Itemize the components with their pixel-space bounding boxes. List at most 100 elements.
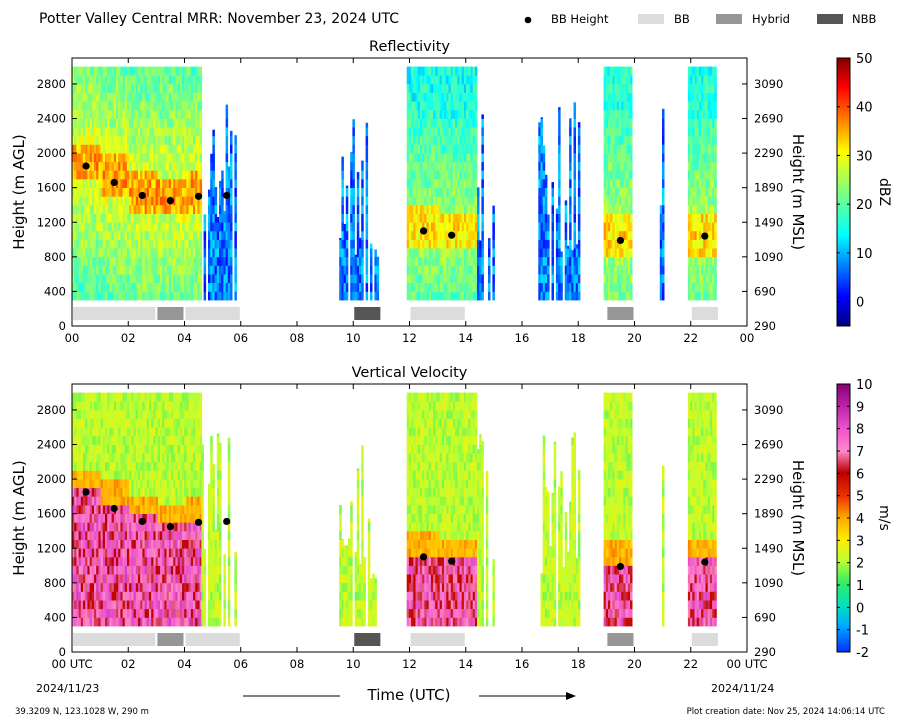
echo-cell bbox=[341, 213, 344, 223]
echo-cell bbox=[577, 274, 581, 284]
echo-cell bbox=[144, 565, 148, 575]
echo-cell bbox=[417, 101, 421, 111]
echo-cell bbox=[457, 205, 460, 214]
echo-cell bbox=[109, 92, 112, 102]
echo-cell bbox=[450, 161, 454, 171]
echo-cell bbox=[625, 75, 629, 85]
echo-cell bbox=[107, 265, 110, 275]
echo-cell bbox=[712, 196, 715, 206]
echo-cell bbox=[441, 187, 445, 197]
echo-cell bbox=[78, 453, 82, 463]
echo-cell bbox=[85, 239, 88, 249]
echo-cell bbox=[610, 239, 613, 249]
echo-cell bbox=[444, 205, 447, 214]
echo-cell bbox=[208, 196, 211, 206]
echo-cell bbox=[175, 118, 178, 128]
echo-cell bbox=[127, 291, 130, 301]
echo-cell bbox=[157, 170, 161, 180]
echo-cell bbox=[466, 274, 469, 284]
legend-label-bb-height: BB Height bbox=[551, 12, 609, 26]
echo-cell bbox=[102, 205, 106, 214]
echo-cell bbox=[705, 109, 708, 119]
echo-cell bbox=[78, 444, 82, 454]
echo-cell bbox=[466, 239, 469, 249]
echo-cell bbox=[448, 248, 451, 258]
echo-cell bbox=[124, 265, 128, 275]
echo-cell bbox=[133, 418, 137, 428]
echo-cell bbox=[571, 282, 574, 292]
echo-cell bbox=[109, 179, 112, 188]
echo-cell bbox=[709, 187, 713, 197]
echo-cell bbox=[188, 144, 192, 154]
echo-cell bbox=[78, 401, 82, 411]
echo-cell bbox=[94, 617, 97, 627]
echo-cell bbox=[359, 239, 362, 249]
echo-cell bbox=[343, 239, 347, 249]
echo-cell bbox=[100, 617, 104, 627]
echo-cell bbox=[481, 205, 484, 214]
echo-cell bbox=[426, 230, 429, 240]
echo-cell bbox=[703, 196, 706, 206]
echo-cell bbox=[78, 608, 82, 618]
y-tick-label-left: 2400 bbox=[37, 112, 66, 126]
echo-cell bbox=[623, 222, 626, 232]
echo-cell bbox=[149, 574, 152, 584]
echo-cell bbox=[72, 265, 75, 275]
echo-cell bbox=[605, 153, 609, 163]
echo-cell bbox=[83, 401, 86, 411]
echo-cell bbox=[614, 256, 618, 266]
echo-cell bbox=[113, 291, 117, 301]
echo-cell bbox=[430, 92, 434, 102]
echo-cell bbox=[428, 265, 432, 275]
echo-cell bbox=[166, 170, 170, 180]
echo-cell bbox=[164, 274, 167, 284]
echo-cell bbox=[94, 444, 97, 454]
echo-cell bbox=[411, 161, 414, 171]
echo-cell bbox=[474, 196, 478, 206]
echo-cell bbox=[113, 127, 117, 137]
echo-cell bbox=[547, 291, 550, 301]
echo-cell bbox=[419, 196, 423, 206]
y-tick-label-left: 400 bbox=[44, 284, 66, 298]
echo-cell bbox=[687, 196, 691, 206]
echo-cell bbox=[157, 274, 161, 284]
echo-cell bbox=[140, 470, 143, 480]
echo-cell bbox=[419, 256, 423, 266]
echo-cell bbox=[74, 170, 77, 180]
echo-cell bbox=[105, 496, 108, 506]
echo-cell bbox=[610, 179, 613, 188]
echo-cell bbox=[608, 109, 611, 119]
echo-cell bbox=[470, 205, 473, 214]
echo-cell bbox=[422, 118, 425, 128]
echo-cell bbox=[164, 170, 167, 180]
echo-cell bbox=[124, 291, 128, 301]
echo-cell bbox=[179, 92, 183, 102]
echo-cell bbox=[463, 161, 467, 171]
echo-cell bbox=[146, 574, 150, 584]
echo-cell bbox=[89, 282, 93, 292]
echo-cell bbox=[616, 239, 620, 249]
echo-cell bbox=[105, 409, 108, 419]
echo-cell bbox=[703, 205, 706, 214]
echo-cell bbox=[127, 531, 130, 540]
echo-cell bbox=[129, 109, 132, 119]
echo-cell bbox=[94, 600, 97, 610]
echo-cell bbox=[605, 239, 609, 249]
echo-cell bbox=[203, 239, 207, 249]
echo-cell bbox=[72, 101, 75, 111]
echo-cell bbox=[406, 75, 410, 85]
echo-cell bbox=[186, 170, 189, 180]
echo-cell bbox=[160, 256, 163, 266]
echo-cell bbox=[135, 409, 139, 419]
echo-cell bbox=[118, 531, 121, 540]
echo-cell bbox=[190, 153, 194, 163]
echo-cell bbox=[74, 531, 77, 540]
echo-cell bbox=[164, 239, 167, 249]
echo-cell bbox=[151, 556, 154, 566]
echo-cell bbox=[146, 75, 150, 85]
echo-cell bbox=[376, 265, 380, 275]
echo-cell bbox=[621, 83, 624, 93]
echo-cell bbox=[133, 248, 137, 258]
echo-cell bbox=[149, 435, 152, 445]
echo-cell bbox=[474, 83, 478, 93]
